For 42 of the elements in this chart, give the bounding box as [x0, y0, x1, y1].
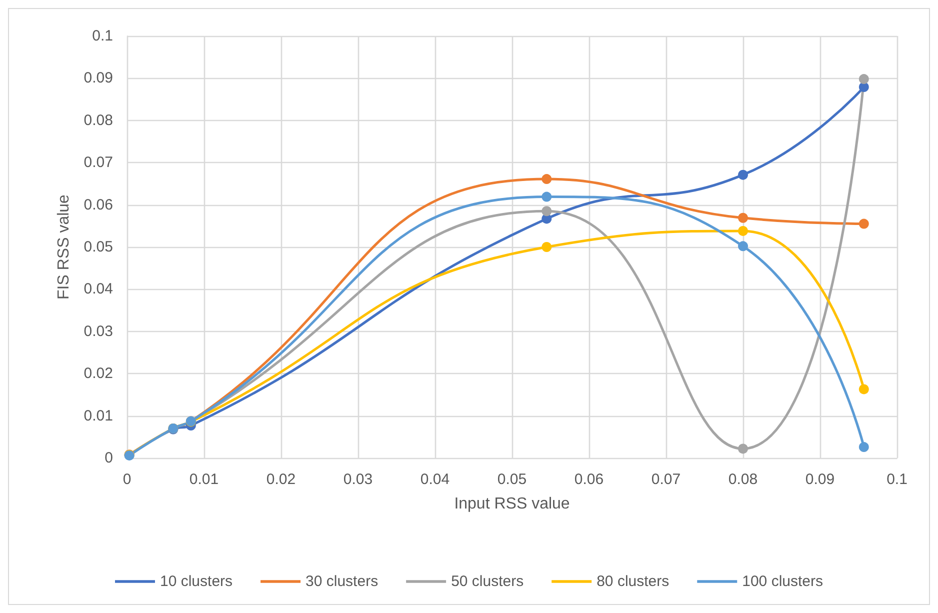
y-tick-label: 0.05: [84, 238, 113, 256]
x-tick-label: 0.02: [266, 471, 296, 488]
point: [542, 206, 552, 216]
y-tick-label: 0.03: [84, 322, 113, 340]
x-tick-label: 0: [122, 471, 132, 488]
x-tick-label: 0.07: [651, 471, 681, 488]
y-tick-label: 0.07: [84, 154, 113, 172]
x-tick-label: 0.01: [189, 471, 219, 488]
point: [858, 384, 869, 394]
point: [738, 226, 748, 236]
x-tick-label: 0.09: [805, 471, 835, 488]
legend-label: 30 clusters: [306, 573, 378, 590]
point: [542, 192, 552, 202]
x-tick-label: 0.08: [728, 471, 758, 488]
point: [858, 218, 869, 229]
point: [738, 170, 748, 180]
y-tick-label: 0.1: [92, 28, 113, 44]
y-tick-label: 0.01: [84, 407, 113, 424]
x-axis-title: Input RSS value: [454, 496, 570, 512]
y-tick-label: 0.08: [84, 112, 113, 129]
x-tick-label: 0.03: [343, 471, 373, 488]
x-tick-label: 0.05: [497, 471, 527, 488]
y-tick-label: 0.06: [84, 196, 113, 214]
legend-label: 100 clusters: [742, 573, 823, 590]
legend-label: 10 clusters: [160, 573, 233, 590]
legend-label: 50 clusters: [451, 573, 524, 590]
point: [738, 444, 748, 454]
x-tick-label: 0.06: [574, 471, 604, 488]
x-tick-label: 0.1: [886, 471, 908, 488]
y-tick-label: 0: [104, 450, 113, 466]
point: [738, 241, 748, 252]
y-tick-label: 0.09: [84, 70, 113, 87]
y-tick-label: 0.02: [84, 365, 113, 382]
x-tick-label: 0.04: [420, 471, 450, 488]
point: [542, 174, 552, 184]
y-axis-title: FIS RSS value: [56, 194, 72, 300]
point: [542, 242, 552, 252]
point: [858, 74, 869, 84]
legend-label: 80 clusters: [596, 573, 670, 590]
y-tick-label: 0.04: [84, 280, 113, 298]
point: [858, 442, 869, 452]
point: [738, 212, 748, 223]
